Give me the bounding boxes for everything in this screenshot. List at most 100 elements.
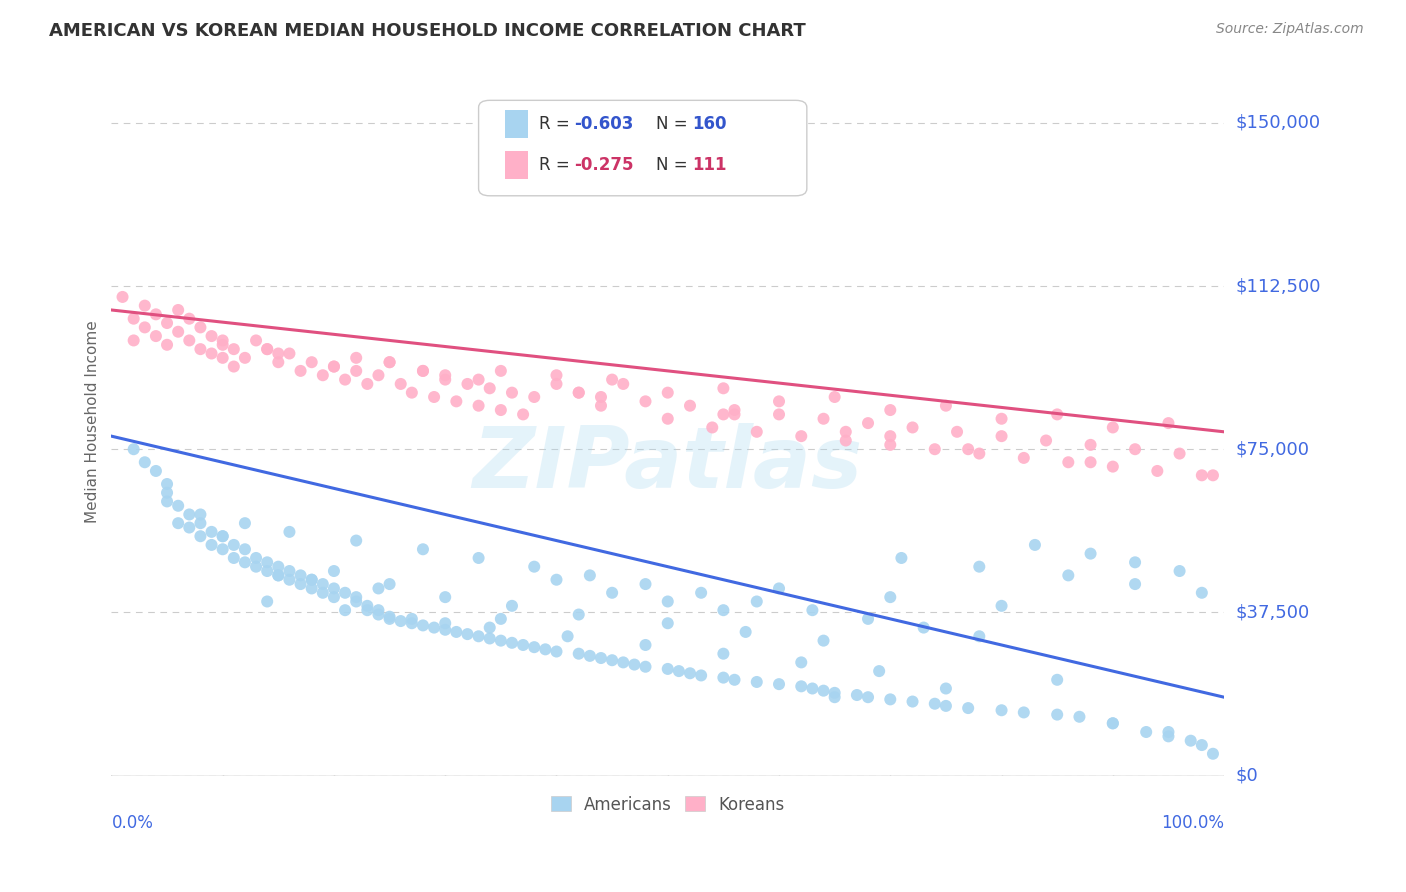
Point	[856, 612, 879, 626]
Point	[711, 671, 734, 685]
Point	[589, 399, 612, 413]
Point	[879, 403, 901, 417]
Point	[835, 425, 858, 439]
Point	[312, 577, 335, 591]
Text: $112,500: $112,500	[1236, 277, 1320, 295]
Point	[946, 425, 969, 439]
Point	[501, 636, 523, 650]
Point	[356, 599, 378, 613]
Point	[768, 582, 790, 596]
Point	[512, 408, 534, 422]
Point	[467, 551, 489, 566]
Point	[924, 442, 946, 457]
Point	[211, 338, 233, 352]
Point	[401, 385, 423, 400]
Point	[344, 533, 367, 548]
Point	[378, 355, 401, 369]
Point	[1101, 716, 1123, 731]
Point	[1035, 434, 1057, 448]
Point	[256, 342, 278, 356]
Point	[1101, 716, 1123, 731]
Point	[156, 316, 179, 330]
Point	[423, 621, 446, 635]
Point	[156, 338, 179, 352]
Point	[156, 485, 179, 500]
Point	[233, 555, 256, 569]
Point	[634, 577, 657, 591]
Point	[1046, 707, 1069, 722]
Point	[634, 394, 657, 409]
Point	[1135, 725, 1157, 739]
Point	[323, 359, 346, 374]
Point	[901, 694, 924, 708]
Point	[134, 320, 156, 334]
Point	[333, 603, 356, 617]
Y-axis label: Median Household Income: Median Household Income	[86, 320, 100, 524]
Point	[534, 642, 557, 657]
Point	[401, 616, 423, 631]
Point	[768, 394, 790, 409]
Point	[879, 438, 901, 452]
Point	[267, 568, 290, 582]
Point	[1057, 455, 1080, 469]
Point	[278, 524, 301, 539]
Point	[267, 559, 290, 574]
Point	[523, 559, 546, 574]
Point	[523, 640, 546, 655]
Point	[179, 311, 201, 326]
Point	[1046, 408, 1069, 422]
Point	[969, 629, 991, 643]
Point	[401, 612, 423, 626]
Point	[233, 516, 256, 531]
Point	[813, 683, 835, 698]
Point	[412, 618, 434, 632]
Point	[344, 364, 367, 378]
Point	[222, 342, 245, 356]
Point	[145, 329, 167, 343]
Point	[267, 346, 290, 360]
Point	[856, 416, 879, 430]
Point	[344, 594, 367, 608]
Text: R =: R =	[538, 156, 575, 174]
Point	[568, 607, 591, 622]
Point	[845, 688, 868, 702]
Text: Source: ZipAtlas.com: Source: ZipAtlas.com	[1216, 22, 1364, 37]
Point	[501, 599, 523, 613]
Text: R =: R =	[538, 115, 575, 133]
Point	[657, 662, 679, 676]
Point	[412, 364, 434, 378]
Point	[623, 657, 645, 672]
Point	[323, 359, 346, 374]
Point	[723, 403, 745, 417]
Point	[312, 368, 335, 383]
Point	[301, 573, 323, 587]
Point	[1101, 459, 1123, 474]
Point	[1157, 725, 1180, 739]
Text: 111: 111	[692, 156, 727, 174]
Point	[167, 325, 190, 339]
Point	[256, 594, 278, 608]
Point	[711, 381, 734, 395]
Point	[546, 644, 568, 658]
Point	[1057, 568, 1080, 582]
Point	[211, 542, 233, 557]
Point	[568, 385, 591, 400]
Point	[523, 390, 546, 404]
Point	[456, 376, 478, 391]
Point	[768, 677, 790, 691]
Point	[323, 590, 346, 604]
Text: $150,000: $150,000	[1236, 114, 1320, 132]
Point	[1146, 464, 1168, 478]
Point	[1123, 555, 1146, 569]
Point	[1168, 446, 1191, 460]
Point	[768, 408, 790, 422]
Point	[489, 612, 512, 626]
Point	[856, 690, 879, 705]
Text: $37,500: $37,500	[1236, 603, 1309, 622]
Point	[233, 542, 256, 557]
Point	[657, 594, 679, 608]
Point	[612, 656, 634, 670]
Point	[657, 411, 679, 425]
Point	[323, 582, 346, 596]
Point	[344, 351, 367, 365]
